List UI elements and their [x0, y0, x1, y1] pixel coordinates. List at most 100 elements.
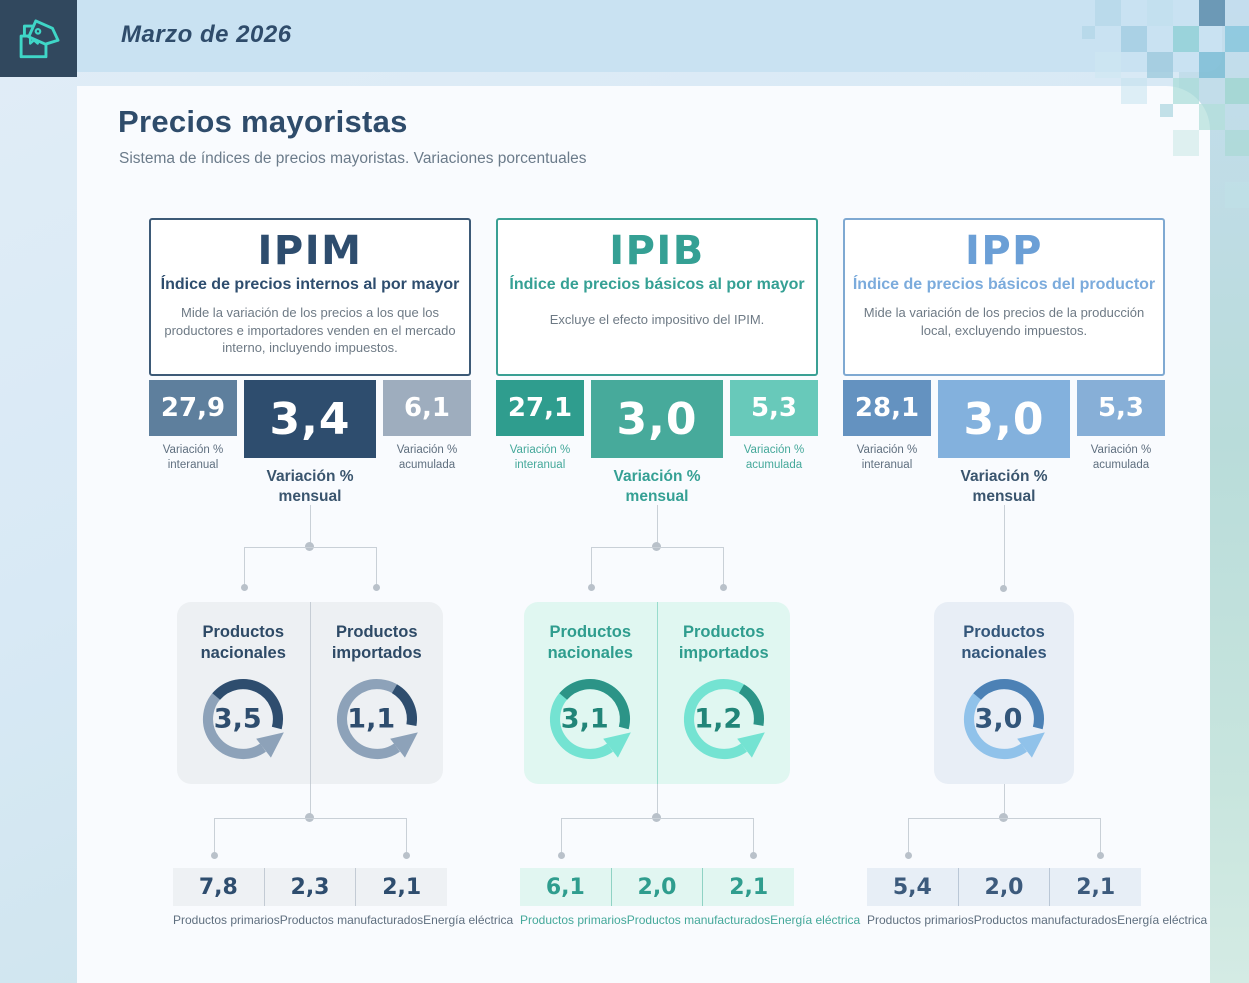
ipim-interanual: 27,9 Variación % interanual	[149, 380, 237, 473]
ipim-sector-bar: 7,8 2,3 2,1	[173, 868, 447, 906]
ipib-nacionales: Productos nacionales 3,1	[524, 602, 657, 784]
cycle-arrow-icon: 1,1	[331, 673, 423, 765]
ipim-interanual-value: 27,9	[149, 380, 237, 436]
ipim-products-box: Productos nacionales 3,5 Productos impor…	[177, 602, 443, 784]
ipp-variation-row: 28,1 Variación % interanual 3,0 Variació…	[843, 380, 1165, 507]
ipim-importados: Productos importados 1,1	[309, 602, 444, 784]
page-title: Precios mayoristas	[118, 104, 408, 139]
ipp-interanual-label: Variación % interanual	[856, 444, 918, 471]
ipim-subtitle: Índice de precios internos al por mayor	[160, 276, 460, 293]
primarios-label: Productos primarios	[867, 913, 974, 927]
ipib-mensual-value: 3,0	[591, 380, 723, 458]
ipp-primarios-value: 5,4	[892, 874, 932, 900]
ipp-nacionales-label: Productos nacionales	[961, 623, 1047, 662]
ipib-info-card: IPIB Índice de precios básicos al por ma…	[496, 218, 818, 376]
ipp-info-card: IPP Índice de precios básicos del produc…	[843, 218, 1165, 376]
column-ipib: IPIB Índice de precios básicos al por ma…	[496, 218, 860, 963]
logo	[0, 0, 77, 77]
cycle-arrow-icon: 3,5	[197, 673, 289, 765]
cycle-arrow-icon: 3,1	[544, 673, 636, 765]
ipim-description: Mide la variación de los precios a los q…	[164, 305, 456, 356]
ipp-mensual-value: 3,0	[938, 380, 1070, 458]
ipib-acumulada: 5,3 Variación % acumulada	[730, 380, 818, 473]
primarios-label: Productos primarios	[173, 913, 280, 927]
ipp-mensual: 3,0 Variación % mensual	[938, 380, 1070, 507]
ipim-acumulada: 6,1 Variación % acumulada	[383, 380, 471, 473]
connector-branch	[843, 784, 1165, 868]
ipib-mensual-label: Variación % mensual	[613, 468, 701, 506]
ipp-mensual-label: Variación % mensual	[960, 468, 1048, 506]
ipib-nacionales-label: Productos nacionales	[547, 623, 633, 662]
index-columns: IPIM Índice de precios internos al por m…	[149, 218, 1207, 963]
connector-line	[843, 505, 1165, 601]
ipp-sector-bar: 5,4 2,0 2,1	[867, 868, 1141, 906]
ipib-variation-row: 27,1 Variación % interanual 3,0 Variació…	[496, 380, 818, 507]
ipim-acumulada-label: Variación % acumulada	[396, 444, 458, 471]
connector-branch	[496, 784, 818, 868]
ipim-manufacturados-value: 2,3	[263, 868, 356, 906]
ipim-mensual: 3,4 Variación % mensual	[244, 380, 376, 507]
ipib-manufacturados-value: 2,0	[610, 868, 703, 906]
ipp-sector-values: 5,4 2,0 2,1 Productos primarios Producto…	[867, 868, 1207, 929]
ipib-nacionales-value: 3,1	[560, 703, 609, 735]
ipim-mensual-value: 3,4	[244, 380, 376, 458]
content-card: Precios mayoristas Sistema de índices de…	[77, 86, 1210, 983]
page-subtitle: Sistema de índices de precios mayoristas…	[119, 150, 587, 167]
cycle-arrow-icon: 3,0	[958, 673, 1050, 765]
ipib-primarios-value: 6,1	[545, 874, 585, 900]
manufacturados-label: Productos manufacturados	[973, 913, 1118, 927]
ipim-nacionales-label: Productos nacionales	[200, 623, 286, 662]
manufacturados-label: Productos manufacturados	[279, 913, 424, 927]
ipim-mensual-label: Variación % mensual	[266, 468, 354, 506]
ipp-nacionales-value: 3,0	[974, 703, 1023, 735]
ipim-nacionales-value: 3,5	[213, 703, 262, 735]
ipib-interanual-value: 27,1	[496, 380, 584, 436]
ipp-energia-value: 2,1	[1049, 868, 1141, 906]
ipib-title: IPIB	[609, 228, 705, 274]
ipim-nacionales: Productos nacionales 3,5	[177, 602, 310, 784]
connector-branch	[149, 505, 471, 601]
ipim-interanual-label: Variación % interanual	[162, 444, 224, 471]
column-ipp: IPP Índice de precios básicos del produc…	[843, 218, 1207, 963]
energia-label: Energía eléctrica	[423, 913, 514, 927]
pixel-mosaic-decoration	[1082, 0, 1249, 208]
ipim-info-card: IPIM Índice de precios internos al por m…	[149, 218, 471, 376]
ipp-nacionales: Productos nacionales 3,0	[934, 602, 1074, 784]
manufacturados-label: Productos manufacturados	[626, 913, 771, 927]
ipib-sector-labels: Productos primarios Productos manufactur…	[520, 913, 860, 929]
ipim-acumulada-value: 6,1	[383, 380, 471, 436]
ipp-acumulada-label: Variación % acumulada	[1090, 444, 1152, 471]
ipib-importados-value: 1,2	[694, 703, 743, 735]
ipp-acumulada-value: 5,3	[1077, 380, 1165, 436]
energia-label: Energía eléctrica	[770, 913, 861, 927]
ipib-subtitle: Índice de precios básicos al por mayor	[509, 276, 805, 293]
primarios-label: Productos primarios	[520, 913, 627, 927]
ipp-subtitle: Índice de precios básicos del productor	[852, 276, 1156, 293]
ipib-acumulada-label: Variación % acumulada	[743, 444, 805, 471]
ipib-energia-value: 2,1	[702, 868, 794, 906]
ipib-description: Excluye el efecto impositivo del IPIM.	[549, 312, 765, 327]
ipib-importados: Productos importados 1,2	[656, 602, 791, 784]
ipib-acumulada-value: 5,3	[730, 380, 818, 436]
ipib-mensual: 3,0 Variación % mensual	[591, 380, 723, 507]
ipp-manufacturados-value: 2,0	[957, 868, 1050, 906]
ipim-title: IPIM	[257, 228, 363, 274]
column-ipim: IPIM Índice de precios internos al por m…	[149, 218, 513, 963]
ipp-interanual-value: 28,1	[843, 380, 931, 436]
energia-label: Energía eléctrica	[1117, 913, 1208, 927]
connector-branch	[496, 505, 818, 601]
ipib-interanual: 27,1 Variación % interanual	[496, 380, 584, 473]
ipp-description: Mide la variación de los precios de la p…	[863, 305, 1145, 338]
ipim-importados-value: 1,1	[347, 703, 396, 735]
ipim-sector-labels: Productos primarios Productos manufactur…	[173, 913, 513, 929]
ipib-importados-label: Productos importados	[678, 623, 769, 662]
ipim-importados-label: Productos importados	[331, 623, 422, 662]
ipib-interanual-label: Variación % interanual	[509, 444, 571, 471]
connector-branch	[149, 784, 471, 868]
ipib-sector-values: 6,1 2,0 2,1 Productos primarios Producto…	[520, 868, 860, 929]
ipim-variation-row: 27,9 Variación % interanual 3,4 Variació…	[149, 380, 471, 507]
header-bar: Marzo de 2026	[77, 0, 1222, 72]
ipp-title: IPP	[964, 228, 1043, 274]
ipib-sector-bar: 6,1 2,0 2,1	[520, 868, 794, 906]
